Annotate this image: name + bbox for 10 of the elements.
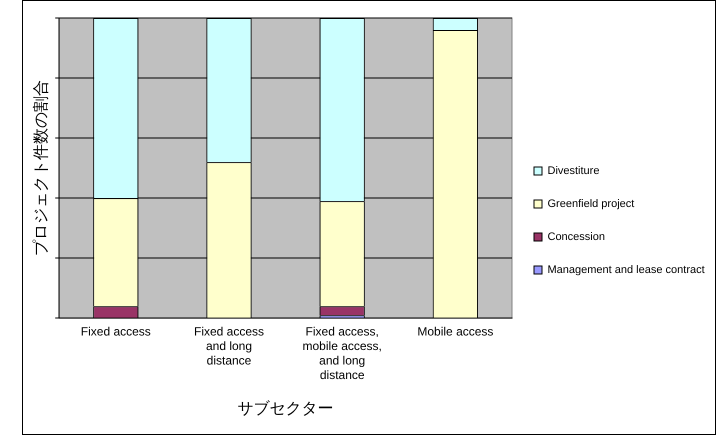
x-tick-label: Fixed access	[80, 324, 151, 339]
legend-label: Greenfield project	[548, 198, 634, 210]
x-axis-title: サブセクター	[238, 398, 334, 418]
legend-label: Divestiture	[548, 165, 600, 178]
legend-label: Management and lease contract	[548, 264, 705, 276]
legend-label: Concession	[548, 231, 605, 244]
x-tick-label: Mobile access	[417, 324, 494, 339]
x-tick-label: Fixed access and long distance	[194, 324, 264, 368]
x-tick-label: Fixed access, mobile access, and long distance	[302, 324, 382, 382]
y-axis-title: プロジェクト件数の割合	[30, 80, 50, 256]
